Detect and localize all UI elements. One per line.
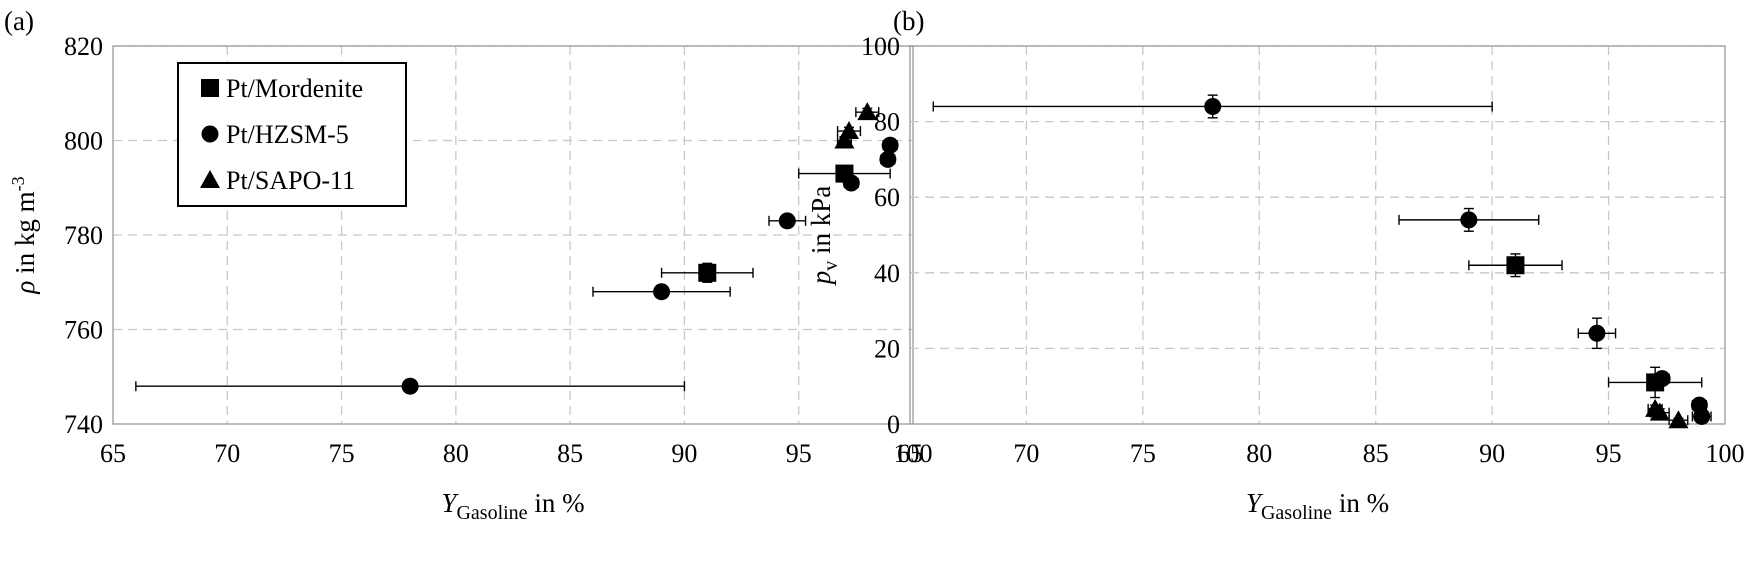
legend-marker-circle xyxy=(201,125,219,143)
y-tick-label: 800 xyxy=(64,127,103,156)
data-point-circle xyxy=(778,212,796,230)
legend-marker-square xyxy=(201,79,219,97)
legend-label: Pt/Mordenite xyxy=(226,74,363,103)
x-tick-label: 100 xyxy=(1706,439,1745,468)
gridlines xyxy=(910,45,1725,424)
data-point-circle xyxy=(842,174,860,192)
legend-marker-triangle xyxy=(200,170,220,188)
data-point-circle xyxy=(653,283,671,301)
y-axis-title: pv in kPa xyxy=(806,186,842,287)
y-tick-label: 20 xyxy=(874,334,900,363)
x-tick-label: 65 xyxy=(100,439,126,468)
y-tick-label: 40 xyxy=(874,259,900,288)
data-point-circle xyxy=(1588,324,1606,342)
x-tick-label: 70 xyxy=(214,439,240,468)
legend: Pt/Mordenite Pt/HZSM-5 Pt/SAPO-11 xyxy=(177,62,407,207)
panel-a: (a)65 70 75 80 85 90 95 100740760780800820YGaso… xyxy=(4,6,933,524)
y-axis-title: ρ in kg m-3 xyxy=(8,176,40,294)
series-pt-hzsm-5 xyxy=(135,136,899,395)
x-tick-label: 80 xyxy=(1246,439,1272,468)
x-tick-label: 90 xyxy=(671,439,697,468)
plot-frame xyxy=(112,45,914,425)
data-point-triangle xyxy=(834,130,855,149)
panel-label: (a) xyxy=(4,6,34,36)
x-tick-label: 70 xyxy=(1013,439,1039,468)
series-pt-sapo-11 xyxy=(1645,398,1689,429)
data-point-circle xyxy=(1653,370,1671,388)
data-point-triangle xyxy=(1668,410,1689,429)
y-tick-label: 760 xyxy=(64,316,103,345)
legend-label: Pt/HZSM-5 xyxy=(226,120,349,149)
data-point-triangle xyxy=(839,121,859,140)
data-point-triangle xyxy=(1649,402,1670,421)
data-point-circle xyxy=(1693,407,1711,425)
x-tick-label: 75 xyxy=(1130,439,1156,468)
panel-b: (b)65 70 75 80 85 90 95 100020406080100YGasolin… xyxy=(806,6,1745,524)
y-tick-label: 60 xyxy=(874,183,900,212)
x-axis-title: YGasoline in % xyxy=(441,488,584,524)
y-tick-label: 780 xyxy=(64,221,103,250)
legend-label: Pt/SAPO-11 xyxy=(226,166,355,195)
data-point-square xyxy=(1506,256,1525,275)
series-pt-hzsm-5 xyxy=(932,94,1712,425)
panel-label: (b) xyxy=(893,6,924,36)
y-tick-label: 100 xyxy=(861,32,900,61)
x-tick-label: 95 xyxy=(786,439,812,468)
x-tick-label: 80 xyxy=(443,439,469,468)
y-tick-label: 80 xyxy=(874,108,900,137)
series-pt-sapo-11 xyxy=(834,102,880,149)
x-tick-label: 65 xyxy=(897,439,923,468)
data-point-circle xyxy=(401,377,419,395)
data-point-circle xyxy=(879,150,897,168)
x-tick-label: 85 xyxy=(557,439,583,468)
data-point-circle xyxy=(1460,211,1478,229)
x-tick-label: 85 xyxy=(1363,439,1389,468)
series-pt-mordenite xyxy=(660,164,891,283)
x-tick-label: 75 xyxy=(329,439,355,468)
x-tick-label: 100 xyxy=(894,439,933,468)
x-tick-label: 95 xyxy=(1596,439,1622,468)
y-tick-label: 0 xyxy=(887,410,900,439)
plot-frame xyxy=(909,45,1726,425)
y-tick-label: 820 xyxy=(64,32,103,61)
data-point-square xyxy=(698,263,717,282)
x-tick-label: 90 xyxy=(1479,439,1505,468)
x-axis-title: YGasoline in % xyxy=(1246,488,1389,524)
data-point-circle xyxy=(881,136,899,154)
data-point-triangle xyxy=(857,102,878,121)
y-tick-label: 740 xyxy=(64,410,103,439)
data-point-circle xyxy=(1204,97,1222,115)
